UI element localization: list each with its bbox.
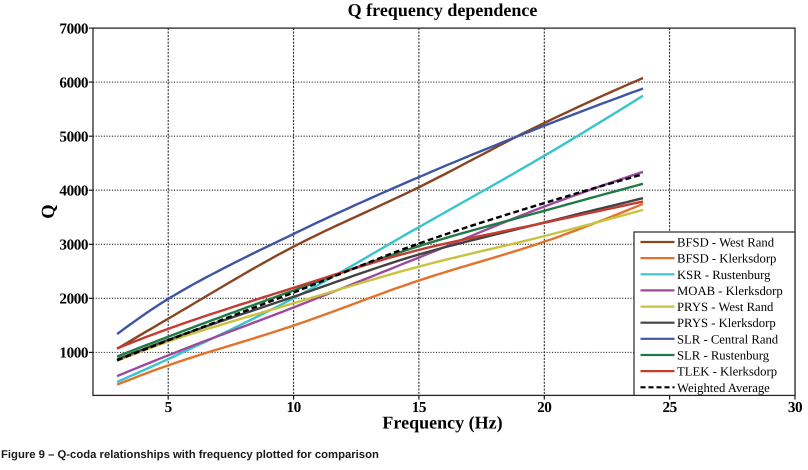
svg-text:SLR - Rustenburg: SLR - Rustenburg bbox=[677, 349, 770, 363]
svg-text:3000: 3000 bbox=[59, 237, 88, 254]
svg-text:KSR - Rustenburg: KSR - Rustenburg bbox=[677, 268, 771, 282]
svg-text:MOAB - Klerksdorp: MOAB - Klerksdorp bbox=[677, 284, 783, 298]
svg-text:BFSD - West Rand: BFSD - West Rand bbox=[677, 236, 775, 250]
svg-text:1000: 1000 bbox=[59, 345, 88, 362]
svg-text:Weighted Average: Weighted Average bbox=[677, 381, 770, 395]
svg-text:5: 5 bbox=[165, 399, 173, 416]
svg-text:PRYS - West Rand: PRYS - West Rand bbox=[677, 300, 774, 314]
svg-text:20: 20 bbox=[537, 399, 552, 416]
svg-text:15: 15 bbox=[412, 399, 427, 416]
svg-text:7000: 7000 bbox=[59, 20, 88, 37]
svg-text:BFSD - Klerksdorp: BFSD - Klerksdorp bbox=[677, 252, 776, 266]
svg-text:30: 30 bbox=[788, 399, 803, 416]
svg-text:Frequency (Hz): Frequency (Hz) bbox=[382, 413, 502, 433]
svg-text:10: 10 bbox=[286, 399, 301, 416]
svg-text:Q frequency dependence: Q frequency dependence bbox=[348, 0, 538, 20]
svg-text:2000: 2000 bbox=[59, 291, 88, 308]
svg-text:25: 25 bbox=[662, 399, 677, 416]
svg-text:4000: 4000 bbox=[59, 182, 88, 199]
svg-text:PRYS - Klerksdorp: PRYS - Klerksdorp bbox=[677, 316, 776, 330]
svg-text:Figure 9 – Q-coda relationship: Figure 9 – Q-coda relationships with fre… bbox=[1, 449, 379, 461]
svg-text:5000: 5000 bbox=[59, 128, 88, 145]
svg-text:6000: 6000 bbox=[59, 74, 88, 91]
svg-text:SLR - Central Rand: SLR - Central Rand bbox=[677, 332, 779, 346]
svg-text:Q: Q bbox=[39, 204, 59, 218]
svg-text:TLEK - Klerksdorp: TLEK - Klerksdorp bbox=[677, 365, 777, 379]
